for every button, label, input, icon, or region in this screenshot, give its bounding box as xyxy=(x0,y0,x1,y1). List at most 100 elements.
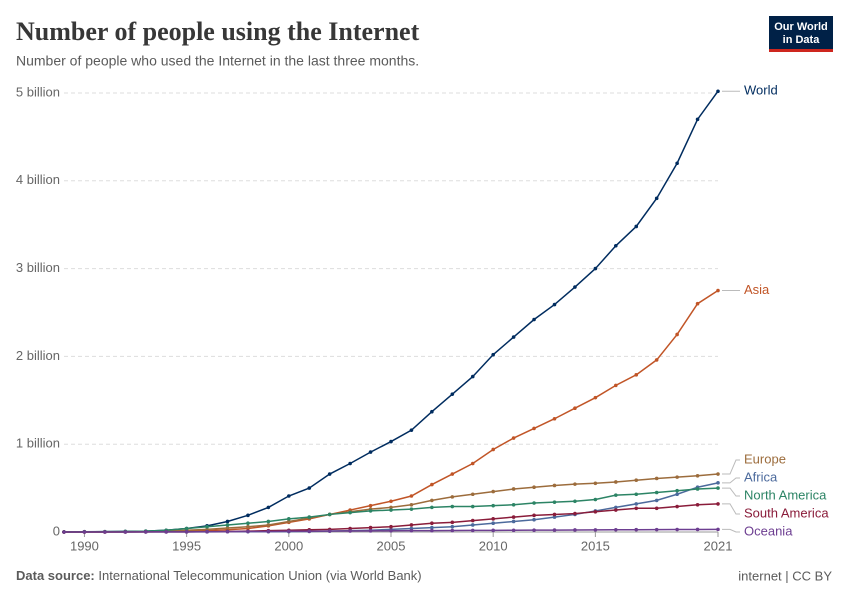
data-point xyxy=(654,196,659,201)
series-label: Asia xyxy=(744,282,770,297)
data-point xyxy=(716,527,720,532)
data-point xyxy=(614,493,618,497)
y-tick-label: 5 billion xyxy=(16,84,60,99)
logo-text: Our World xyxy=(774,21,828,33)
data-point xyxy=(368,503,373,508)
data-point xyxy=(266,519,271,524)
data-point xyxy=(695,527,700,532)
data-point xyxy=(634,492,639,497)
data-point xyxy=(593,395,598,400)
data-point xyxy=(368,525,373,530)
data-point xyxy=(675,492,679,497)
series-label: South America xyxy=(744,505,829,520)
data-point xyxy=(675,504,679,509)
data-point xyxy=(654,358,659,362)
label-connector xyxy=(722,528,740,533)
data-point xyxy=(266,505,271,510)
label-connector xyxy=(722,477,740,484)
data-point xyxy=(430,525,434,530)
data-point xyxy=(430,528,434,533)
data-point xyxy=(654,527,659,532)
data-point xyxy=(695,487,700,491)
data-point xyxy=(327,472,332,476)
data-point xyxy=(368,450,373,454)
data-point xyxy=(675,488,679,493)
data-point xyxy=(246,521,250,526)
data-point xyxy=(164,530,168,534)
x-tick-label: 2021 xyxy=(704,538,733,553)
data-point xyxy=(287,529,291,534)
data-point xyxy=(143,530,148,534)
data-point xyxy=(103,530,107,534)
data-point xyxy=(266,523,271,527)
data-point xyxy=(327,529,332,533)
data-point xyxy=(573,482,577,486)
data-point xyxy=(348,529,352,533)
data-point xyxy=(450,520,455,525)
data-point xyxy=(491,528,495,533)
data-point xyxy=(695,474,700,478)
data-point xyxy=(716,486,720,490)
data-point xyxy=(511,502,516,507)
data-point xyxy=(491,521,495,526)
source-label: Data source: xyxy=(16,568,95,583)
label-connector xyxy=(722,459,740,475)
data-point xyxy=(573,511,577,516)
data-point xyxy=(511,519,516,524)
x-tick-label: 1990 xyxy=(70,538,99,553)
data-point xyxy=(491,447,495,452)
data-point xyxy=(552,515,557,519)
data-point xyxy=(450,504,455,509)
data-point xyxy=(430,498,434,503)
data-point xyxy=(654,506,659,511)
y-tick-label: 4 billion xyxy=(16,172,60,187)
data-point xyxy=(409,507,414,511)
data-point xyxy=(450,392,455,396)
data-point xyxy=(307,486,312,490)
data-point xyxy=(675,161,679,166)
data-point xyxy=(532,485,536,490)
data-point xyxy=(450,524,455,529)
data-point xyxy=(266,529,271,534)
data-point xyxy=(389,505,393,510)
data-point xyxy=(205,529,209,534)
data-point xyxy=(552,483,557,488)
data-point xyxy=(368,529,373,533)
data-point xyxy=(491,489,495,494)
data-point xyxy=(327,512,332,517)
data-point xyxy=(552,528,557,532)
data-point xyxy=(450,472,455,476)
data-point xyxy=(573,406,577,411)
x-tick-label: 2005 xyxy=(377,538,406,553)
data-point xyxy=(614,243,618,248)
data-point xyxy=(593,528,598,532)
data-point xyxy=(511,335,516,339)
data-point xyxy=(634,224,639,229)
data-point xyxy=(307,529,312,534)
data-point xyxy=(287,519,291,524)
data-point xyxy=(389,439,393,444)
data-point xyxy=(675,527,679,532)
data-point xyxy=(552,302,557,307)
data-point xyxy=(532,317,536,322)
data-point xyxy=(695,117,700,122)
data-point xyxy=(593,510,598,514)
data-point xyxy=(614,383,618,388)
data-point xyxy=(716,89,720,94)
data-point xyxy=(287,517,291,521)
data-point xyxy=(654,498,659,503)
data-point xyxy=(470,523,475,527)
series-label: Africa xyxy=(744,469,778,484)
data-point xyxy=(614,508,618,512)
data-point xyxy=(634,373,639,377)
data-point xyxy=(675,475,679,479)
data-point xyxy=(532,513,536,518)
data-point xyxy=(532,426,536,431)
data-point xyxy=(348,510,352,515)
data-point xyxy=(470,528,475,533)
x-tick-label: 1995 xyxy=(172,538,201,553)
data-point xyxy=(430,482,434,487)
data-point xyxy=(225,526,230,530)
chart-title: Number of people using the Internet xyxy=(16,17,420,46)
data-point xyxy=(409,428,414,432)
